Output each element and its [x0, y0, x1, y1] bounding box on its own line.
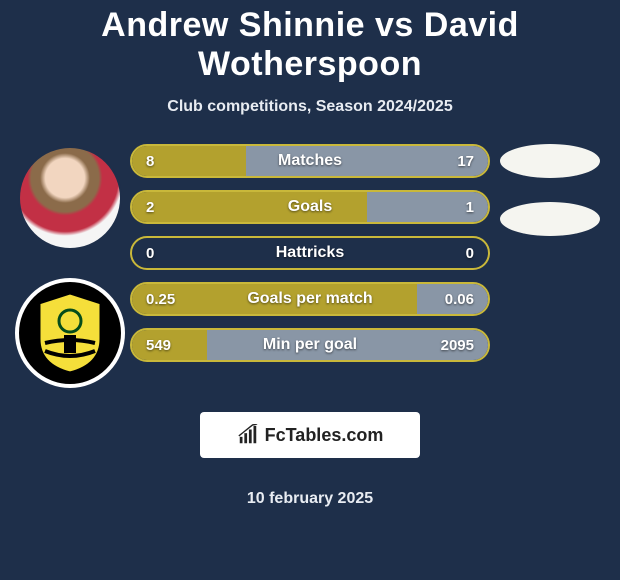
date-label: 10 february 2025	[130, 490, 490, 508]
stats-column: 8 Matches 17 2 Goals 1 0 Hattricks 0	[130, 138, 490, 508]
left-column	[10, 138, 130, 508]
shield-icon	[31, 289, 109, 377]
stat-left-value: 8	[132, 153, 168, 170]
logo-label: FcTables.com	[265, 425, 384, 446]
stat-right-value: 0	[452, 245, 488, 262]
stat-left-value: 0.25	[132, 291, 189, 308]
player-avatar	[20, 148, 120, 248]
stat-bar-matches: 8 Matches 17	[130, 144, 490, 178]
stat-bar-goals-per-match: 0.25 Goals per match 0.06	[130, 282, 490, 316]
stat-bar-min-per-goal: 549 Min per goal 2095	[130, 328, 490, 362]
logo-row: FcTables.com	[130, 402, 490, 458]
stat-bar-goals: 2 Goals 1	[130, 190, 490, 224]
stat-right-value: 0.06	[431, 291, 488, 308]
page-root: Andrew Shinnie vs David Wotherspoon Club…	[0, 0, 620, 580]
right-column	[490, 138, 610, 508]
page-title: Andrew Shinnie vs David Wotherspoon	[0, 6, 620, 84]
fctables-logo: FcTables.com	[200, 412, 420, 458]
content-row: 8 Matches 17 2 Goals 1 0 Hattricks 0	[0, 138, 620, 508]
stat-right-value: 1	[452, 199, 488, 216]
stat-bar-hattricks: 0 Hattricks 0	[130, 236, 490, 270]
club-badge	[15, 278, 125, 388]
stat-left-value: 549	[132, 337, 185, 354]
page-subtitle: Club competitions, Season 2024/2025	[167, 98, 452, 116]
stat-left-value: 2	[132, 199, 168, 216]
stat-left-value: 0	[132, 245, 168, 262]
opponent-badge-2	[500, 202, 600, 236]
chart-icon	[237, 424, 259, 446]
stat-right-value: 17	[443, 153, 488, 170]
opponent-badge-1	[500, 144, 600, 178]
stat-label: Hattricks	[132, 244, 488, 262]
stat-right-value: 2095	[427, 337, 488, 354]
